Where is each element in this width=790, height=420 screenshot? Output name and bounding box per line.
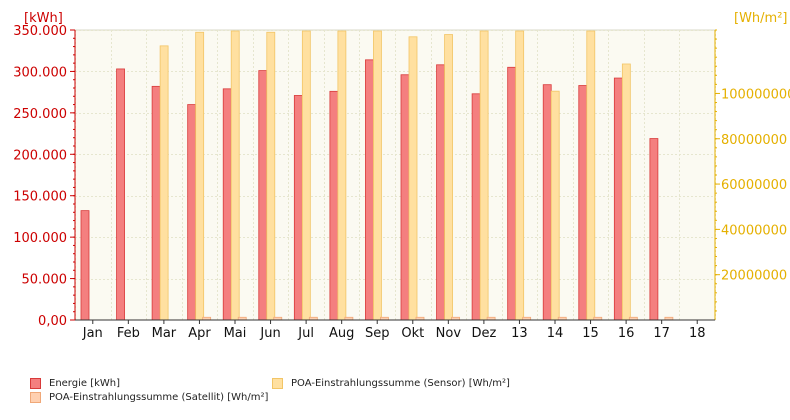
legend-label-sensor: POA-Einstrahlungssumme (Sensor) [Wh/m²] bbox=[291, 378, 510, 389]
bar-energie bbox=[151, 85, 161, 321]
bar-sensor bbox=[230, 30, 240, 321]
bar-energie bbox=[613, 77, 623, 321]
x-axis-tick-label: Mai bbox=[224, 326, 247, 341]
x-axis-tick-label: 14 bbox=[547, 326, 564, 341]
left-axis-tick-label: 300.000 bbox=[13, 65, 67, 80]
x-axis-tick-label: Mar bbox=[152, 326, 177, 341]
bar-sensor bbox=[586, 30, 596, 321]
left-axis-tick-label: 200.000 bbox=[13, 148, 67, 163]
bar-energie bbox=[293, 95, 303, 321]
left-axis: 0,00 50.000 100.000 150.000 200.000 250.000 30… bbox=[13, 24, 76, 329]
legend-swatch-sensor bbox=[272, 378, 283, 389]
x-axis-tick-label: Aug bbox=[329, 326, 354, 341]
legend-item-satellit[interactable]: POA-Einstrahlungssumme (Satellit) [Wh/m²… bbox=[30, 392, 268, 403]
x-axis: Jan Feb Mar Apr Mai Jun Jul Aug Sep Okt Nov Dez 13 14… bbox=[75, 319, 715, 341]
x-axis-tick-label: Jul bbox=[297, 326, 314, 341]
x-axis-tick-label: Feb bbox=[117, 326, 140, 341]
bar-sensor bbox=[621, 63, 631, 321]
bar-sensor bbox=[373, 30, 382, 321]
x-axis-tick-label: Jun bbox=[259, 326, 280, 341]
bar-sensor bbox=[266, 31, 276, 321]
bar-energie bbox=[329, 90, 339, 321]
bar-energie bbox=[400, 74, 410, 321]
bar-sensor bbox=[195, 31, 205, 321]
bar-energie bbox=[365, 59, 374, 321]
bar-energie bbox=[222, 88, 232, 321]
x-axis-tick-label: Okt bbox=[401, 326, 424, 341]
x-axis-tick-label: Apr bbox=[188, 326, 211, 341]
legend-swatch-satellit bbox=[30, 392, 41, 403]
x-axis-tick-label: 16 bbox=[618, 326, 635, 341]
bar-energie bbox=[578, 85, 588, 321]
right-axis-tick-label: 100000000 bbox=[721, 87, 790, 102]
bar-sensor bbox=[515, 30, 525, 321]
bar-chart: 0,00 50.000 100.000 150.000 200.000 250.000 30… bbox=[13, 11, 790, 341]
left-axis-tick-label: 0,00 bbox=[38, 314, 67, 329]
right-axis: 20000000 40000000 60000000 80000000 10000000… bbox=[714, 29, 790, 320]
left-axis-tick-label: 150.000 bbox=[13, 190, 67, 205]
x-axis-tick-label: Dez bbox=[471, 326, 496, 341]
right-axis-tick-label: 60000000 bbox=[721, 178, 787, 193]
legend-swatch-energie bbox=[30, 378, 41, 389]
bar-energie bbox=[187, 104, 197, 321]
bar-sensor bbox=[159, 45, 169, 321]
bar-energie bbox=[80, 210, 90, 321]
bar-energie bbox=[542, 84, 552, 321]
left-axis-tick-label: 250.000 bbox=[13, 107, 67, 122]
right-axis-tick-label: 80000000 bbox=[721, 133, 787, 148]
x-axis-tick-label: Nov bbox=[436, 326, 462, 341]
legend-label-satellit: POA-Einstrahlungssumme (Satellit) [Wh/m²… bbox=[49, 392, 269, 403]
x-axis-tick-label: 15 bbox=[582, 326, 599, 341]
left-axis-tick-label: 100.000 bbox=[13, 231, 67, 246]
legend-item-sensor[interactable]: POA-Einstrahlungssumme (Sensor) [Wh/m²] bbox=[272, 378, 510, 389]
x-axis-tick-label: Jan bbox=[82, 326, 103, 341]
x-axis-tick-label: Sep bbox=[365, 326, 390, 341]
bar-energie bbox=[649, 138, 659, 321]
bar-energie bbox=[258, 70, 268, 321]
left-axis-tick-label: 350.000 bbox=[13, 24, 67, 39]
legend-label-energie: Energie [kWh] bbox=[49, 378, 121, 389]
bar-energie bbox=[471, 93, 481, 321]
x-axis-tick-label: 17 bbox=[653, 326, 670, 341]
x-axis-tick-label: 18 bbox=[689, 326, 706, 341]
left-axis-tick-label: 50.000 bbox=[22, 273, 68, 288]
bar-energie bbox=[116, 68, 125, 321]
bar-sensor bbox=[337, 30, 347, 321]
bar-sensor bbox=[479, 30, 489, 321]
bar-sensor bbox=[301, 30, 311, 321]
bar-energie bbox=[436, 64, 445, 321]
right-axis-tick-label: 40000000 bbox=[721, 223, 787, 238]
bar-energie bbox=[507, 66, 517, 321]
bar-sensor bbox=[408, 36, 418, 321]
left-axis-unit: [kWh] bbox=[24, 11, 63, 26]
right-axis-tick-label: 20000000 bbox=[721, 269, 787, 284]
legend-item-energie[interactable]: Energie [kWh] bbox=[30, 378, 120, 389]
bar-sensor bbox=[550, 90, 560, 321]
x-axis-tick-label: 13 bbox=[511, 326, 528, 341]
right-axis-unit: [Wh/m²] bbox=[734, 11, 788, 26]
bar-sensor bbox=[444, 34, 453, 321]
legend: Energie [kWh] POA-Einstrahlungssumme (Se… bbox=[0, 372, 790, 420]
